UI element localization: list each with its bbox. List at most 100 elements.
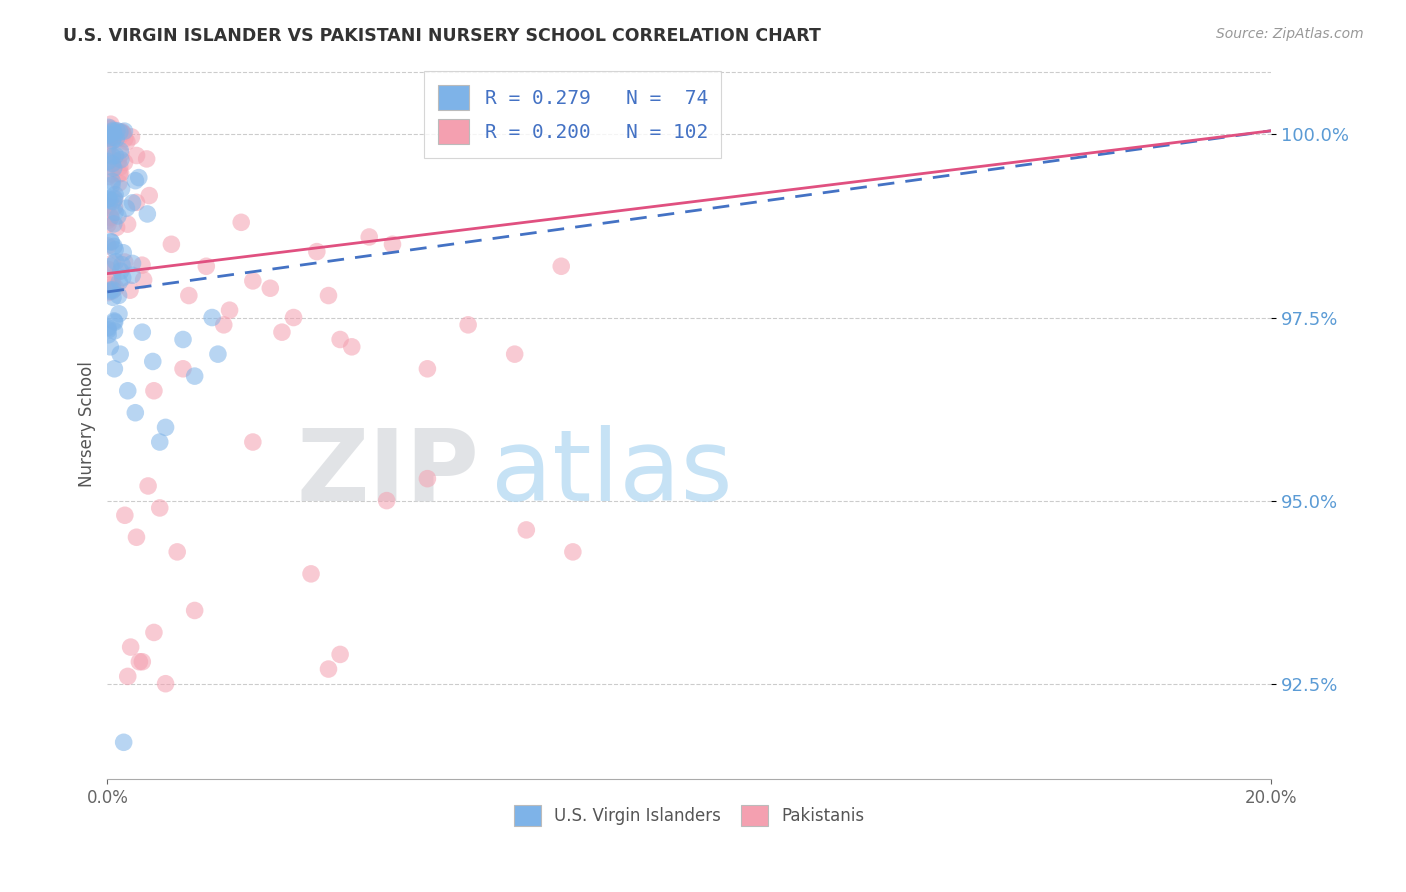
- Point: [115, 201, 138, 215]
- Point: [201, 310, 224, 325]
- Point: [416, 472, 439, 486]
- Point: [107, 288, 129, 302]
- Point: [105, 220, 128, 235]
- Point: [155, 676, 177, 690]
- Point: [108, 275, 131, 289]
- Point: [299, 566, 322, 581]
- Point: [135, 152, 157, 166]
- Point: [100, 235, 122, 249]
- Point: [98, 122, 121, 136]
- Point: [103, 200, 125, 214]
- Point: [97, 199, 120, 213]
- Point: [101, 134, 124, 148]
- Point: [97, 191, 120, 205]
- Point: [98, 131, 121, 145]
- Point: [125, 148, 148, 162]
- Point: [100, 130, 122, 145]
- Point: [101, 174, 124, 188]
- Point: [329, 648, 352, 662]
- Point: [114, 508, 136, 523]
- Point: [131, 325, 153, 339]
- Point: [103, 130, 125, 145]
- Point: [101, 256, 124, 270]
- Point: [108, 307, 131, 321]
- Point: [138, 188, 160, 202]
- Text: ZIP: ZIP: [297, 425, 479, 522]
- Point: [117, 384, 139, 398]
- Point: [104, 243, 127, 257]
- Point: [121, 195, 143, 210]
- Point: [259, 281, 281, 295]
- Point: [103, 217, 125, 231]
- Point: [97, 140, 120, 154]
- Point: [114, 155, 136, 169]
- Point: [120, 640, 142, 654]
- Point: [115, 135, 138, 149]
- Point: [97, 142, 120, 156]
- Text: Source: ZipAtlas.com: Source: ZipAtlas.com: [1216, 27, 1364, 41]
- Point: [136, 479, 159, 493]
- Point: [110, 264, 132, 278]
- Point: [104, 127, 127, 141]
- Point: [97, 120, 120, 135]
- Point: [98, 131, 121, 145]
- Point: [110, 144, 132, 158]
- Point: [107, 153, 129, 168]
- Point: [318, 662, 340, 676]
- Point: [100, 117, 122, 131]
- Point: [112, 127, 135, 141]
- Point: [105, 131, 128, 145]
- Point: [172, 361, 194, 376]
- Point: [100, 277, 122, 292]
- Point: [98, 194, 121, 208]
- Point: [111, 126, 134, 140]
- Point: [103, 324, 125, 338]
- Point: [212, 318, 235, 332]
- Point: [101, 149, 124, 163]
- Point: [110, 147, 132, 161]
- Point: [103, 314, 125, 328]
- Point: [101, 178, 124, 192]
- Point: [271, 325, 294, 339]
- Point: [97, 213, 120, 227]
- Point: [101, 283, 124, 297]
- Point: [97, 217, 120, 231]
- Point: [97, 323, 120, 337]
- Point: [97, 154, 120, 169]
- Point: [283, 310, 305, 325]
- Point: [110, 153, 132, 167]
- Point: [103, 361, 125, 376]
- Point: [103, 193, 125, 207]
- Point: [103, 123, 125, 137]
- Point: [183, 603, 205, 617]
- Point: [207, 347, 229, 361]
- Point: [100, 259, 122, 273]
- Point: [118, 283, 141, 297]
- Point: [100, 211, 122, 225]
- Point: [100, 283, 122, 297]
- Point: [107, 209, 129, 223]
- Point: [114, 124, 136, 138]
- Point: [142, 354, 165, 368]
- Point: [104, 148, 127, 162]
- Point: [97, 239, 120, 253]
- Point: [242, 274, 264, 288]
- Point: [104, 192, 127, 206]
- Point: [110, 167, 132, 181]
- Point: [329, 333, 352, 347]
- Point: [183, 369, 205, 384]
- Point: [103, 125, 125, 139]
- Point: [97, 192, 120, 206]
- Point: [111, 258, 134, 272]
- Point: [100, 121, 122, 136]
- Point: [110, 182, 132, 196]
- Point: [381, 237, 404, 252]
- Point: [108, 167, 131, 181]
- Legend: U.S. Virgin Islanders, Pakistanis: U.S. Virgin Islanders, Pakistanis: [506, 797, 873, 835]
- Point: [100, 128, 122, 143]
- Point: [149, 500, 172, 515]
- Point: [101, 284, 124, 298]
- Point: [105, 124, 128, 138]
- Point: [101, 153, 124, 168]
- Point: [128, 170, 150, 185]
